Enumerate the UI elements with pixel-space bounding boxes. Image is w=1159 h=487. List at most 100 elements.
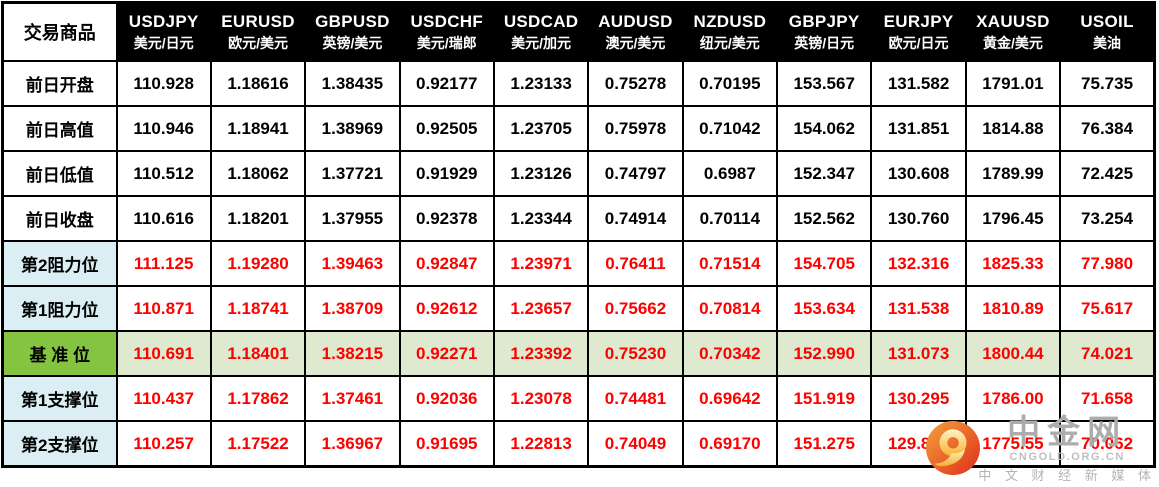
value-cell: 74.021 [1059, 330, 1156, 377]
value-cell: 1800.44 [964, 330, 1062, 377]
value-cell: 0.92378 [398, 195, 495, 242]
symbol-code: AUDUSD [598, 12, 673, 32]
value-cell: 0.69642 [681, 375, 779, 422]
value-cell: 1825.33 [964, 240, 1062, 287]
value-cell: 130.608 [870, 150, 967, 197]
value-cell: 1.18941 [209, 105, 307, 152]
value-cell: 0.71514 [681, 240, 779, 287]
value-cell: 1.38709 [304, 285, 401, 332]
value-cell: 1.37721 [304, 150, 401, 197]
value-cell: 0.75278 [587, 60, 684, 107]
value-cell: 77.980 [1059, 240, 1156, 287]
value-cell: 1.19280 [209, 240, 307, 287]
value-cell: 110.871 [115, 285, 212, 332]
value-cell: 1.17522 [209, 420, 307, 468]
corner-header: 交易商品 [1, 1, 118, 62]
value-cell: 110.691 [115, 330, 212, 377]
value-cell: 1.18201 [209, 195, 307, 242]
value-cell: 1.18741 [209, 285, 307, 332]
symbol-name: 欧元/美元 [228, 34, 288, 51]
value-cell: 1.23392 [492, 330, 590, 377]
value-cell: 1.23133 [492, 60, 590, 107]
row-label: 前日收盘 [1, 195, 118, 242]
row-label: 第1阻力位 [1, 285, 118, 332]
table-row: 前日收盘 110.616 1.18201 1.37955 0.92378 1.23344 0… [1, 195, 1156, 242]
value-cell: 0.74049 [587, 420, 684, 468]
value-cell: 0.92505 [398, 105, 495, 152]
value-cell: 131.073 [870, 330, 967, 377]
symbol-name: 美油 [1093, 34, 1122, 51]
value-cell: 131.582 [870, 60, 967, 107]
value-cell: 0.75978 [587, 105, 684, 152]
value-cell: 72.425 [1059, 150, 1156, 197]
value-cell: 110.928 [115, 60, 212, 107]
value-cell: 131.851 [870, 105, 967, 152]
table-row: 第2支撑位 110.257 1.17522 1.36967 0.91695 1.22813… [1, 420, 1156, 468]
value-cell: 151.275 [776, 420, 873, 468]
value-cell: 154.062 [776, 105, 873, 152]
row-label: 第2支撑位 [1, 420, 118, 468]
value-cell: 1796.45 [964, 195, 1062, 242]
value-cell: 1.23344 [492, 195, 590, 242]
value-cell: 110.946 [115, 105, 212, 152]
column-header-usdchf: USDCHF 美元/瑞郎 [398, 1, 495, 62]
value-cell: 71.658 [1059, 375, 1156, 422]
column-header-usdjpy: USDJPY 美元/日元 [115, 1, 212, 62]
value-cell: 1.23126 [492, 150, 590, 197]
value-cell: 1814.88 [964, 105, 1062, 152]
value-cell: 0.92036 [398, 375, 495, 422]
value-cell: 152.347 [776, 150, 873, 197]
value-cell: 154.705 [776, 240, 873, 287]
value-cell: 1.23971 [492, 240, 590, 287]
value-cell: 130.760 [870, 195, 967, 242]
value-cell: 1.17862 [209, 375, 307, 422]
symbol-code: USDJPY [128, 12, 199, 32]
value-cell: 152.990 [776, 330, 873, 377]
value-cell: 153.634 [776, 285, 873, 332]
row-label: 前日低值 [1, 150, 118, 197]
row-label: 前日开盘 [1, 60, 118, 107]
value-cell: 1.23078 [492, 375, 590, 422]
row-label: 第2阻力位 [1, 240, 118, 287]
value-cell: 1.38969 [304, 105, 401, 152]
pivot-table: 交易商品 USDJPY 美元/日元 EURUSD 欧元/美元 GBPUSD 英镑/美元 US… [1, 1, 1156, 468]
value-cell: 151.919 [776, 375, 873, 422]
symbol-code: GBPUSD [315, 12, 390, 32]
value-cell: 110.257 [115, 420, 212, 468]
symbol-code: GBPJPY [788, 12, 860, 32]
value-cell: 1.18616 [209, 60, 307, 107]
value-cell: 132.316 [870, 240, 967, 287]
symbol-name: 美元/瑞郎 [416, 34, 477, 51]
symbol-name: 黄金/美元 [982, 34, 1043, 51]
value-cell: 0.70342 [681, 330, 779, 377]
symbol-name: 英镑/日元 [794, 34, 855, 51]
table-row: 第1阻力位 110.871 1.18741 1.38709 0.92612 1.23657… [1, 285, 1156, 332]
symbol-code: USDCHF [410, 12, 484, 32]
value-cell: 130.295 [870, 375, 967, 422]
symbol-name: 美元/加元 [511, 34, 572, 51]
value-cell: 1.38435 [304, 60, 401, 107]
value-cell: 1.37461 [304, 375, 401, 422]
symbol-name: 美元/日元 [133, 34, 194, 51]
value-cell: 0.70814 [681, 285, 779, 332]
column-header-xauusd: XAUUSD 黄金/美元 [964, 1, 1062, 62]
table-row: 第1支撑位 110.437 1.17862 1.37461 0.92036 1.23078… [1, 375, 1156, 422]
value-cell: 0.91929 [398, 150, 495, 197]
value-cell: 0.76411 [587, 240, 684, 287]
symbol-name: 纽元/美元 [699, 34, 760, 51]
value-cell: 152.562 [776, 195, 873, 242]
value-cell: 0.74914 [587, 195, 684, 242]
value-cell: 1.37955 [304, 195, 401, 242]
value-cell: 1775.55 [964, 420, 1062, 468]
table-row: 第2阻力位 111.125 1.19280 1.39463 0.92847 1.23971… [1, 240, 1156, 287]
symbol-code: EURUSD [221, 12, 295, 32]
value-cell: 0.75662 [587, 285, 684, 332]
column-header-audusd: AUDUSD 澳元/美元 [587, 1, 684, 62]
value-cell: 0.70195 [681, 60, 779, 107]
symbol-code: USDCAD [503, 12, 579, 32]
value-cell: 1.18401 [209, 330, 307, 377]
column-header-gbpjpy: GBPJPY 英镑/日元 [776, 1, 873, 62]
table-row: 前日低值 110.512 1.18062 1.37721 0.91929 1.23126 0… [1, 150, 1156, 197]
value-cell: 0.75230 [587, 330, 684, 377]
table-row: 基 准 位 110.691 1.18401 1.38215 0.92271 1.23392… [1, 330, 1156, 377]
